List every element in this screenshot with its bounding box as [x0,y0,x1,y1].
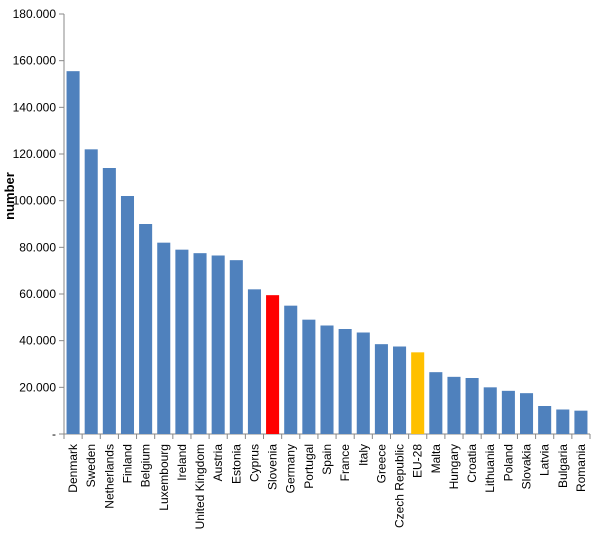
category-label: Malta [429,444,443,474]
category-labels: Denmark Sweden Netherlands Finland Belgium Lu… [66,443,588,529]
bar-malta [429,372,443,434]
bar-slovenia [266,295,280,434]
y-tick-label: - [52,427,56,441]
y-tick-label: 60.000 [19,287,56,301]
y-tick-label: 20.000 [19,380,56,394]
category-label: Romania [574,444,588,492]
bar-romania [574,410,588,434]
category-label: Luxembourg [157,444,171,511]
bar-poland [501,390,515,434]
bar-estonia [229,260,243,434]
bar-lithuania [483,387,497,434]
bar-greece [374,344,388,434]
bar-ireland [175,249,189,434]
bar-cyprus [247,289,261,434]
bar-italy [356,332,370,434]
category-label: Cyprus [247,444,261,482]
y-tick-label: 100.000 [13,194,57,208]
y-tick-label: 180.000 [13,7,57,21]
category-label: Spain [320,444,334,475]
category-label: Bulgaria [556,444,570,488]
bar-hungary [447,376,461,434]
bar-united-kingdom [193,253,207,434]
bar-slovakia [519,393,534,434]
bar-belgium [139,224,153,434]
category-label: Finland [120,444,134,483]
category-label: United Kingdom [193,444,207,529]
category-label: Italy [356,444,370,466]
category-label: Sweden [84,444,98,487]
category-label: Denmark [66,443,80,493]
bar-sweden [84,149,98,435]
y-axis [59,13,65,435]
y-axis-title: number [2,172,17,220]
y-axis-title-box: number [2,172,22,256]
bar-eu-28 [411,352,425,434]
category-label: Netherlands [102,444,116,509]
category-label: Belgium [139,444,153,487]
bar-netherlands [102,168,116,434]
category-label: Latvia [538,444,552,476]
category-label: Germany [284,444,298,493]
category-label: Poland [501,444,515,481]
category-label: France [338,444,352,482]
category-label: Czech Republic [393,444,407,528]
bar-denmark [66,71,80,435]
bars [66,71,588,435]
category-label: Ireland [175,444,189,481]
x-axis [63,433,591,439]
category-label: Slovenia [266,444,280,490]
y-tick-label: 80.000 [19,240,56,254]
category-label: Estonia [229,444,243,484]
bar-czech-republic [393,346,407,434]
y-tick-label: 160.000 [13,54,57,68]
bar-france [338,329,352,434]
bar-latvia [538,406,552,434]
category-label: Greece [374,444,388,484]
bar-portugal [302,319,316,434]
bar-croatia [465,378,479,434]
bar-finland [120,196,135,434]
category-label: Portugal [302,444,316,489]
category-label: Croatia [465,444,479,483]
bar-luxembourg [157,242,171,434]
category-label: Austria [211,444,225,482]
category-label: Slovakia [520,444,534,490]
y-tick-label: 140.000 [13,100,57,114]
category-label: EU-28 [411,444,425,478]
category-label: Lithuania [483,444,497,493]
category-label: Hungary [447,444,461,489]
bar-bulgaria [556,409,570,434]
y-tick-label: 120.000 [13,147,57,161]
bar-austria [211,255,225,434]
y-tick-labels: - 20.000 40.000 60.000 80.000 100.000 120.000 1… [13,7,57,441]
y-tick-label: 40.000 [19,334,56,348]
bar-spain [320,325,334,434]
bar-germany [284,305,298,434]
